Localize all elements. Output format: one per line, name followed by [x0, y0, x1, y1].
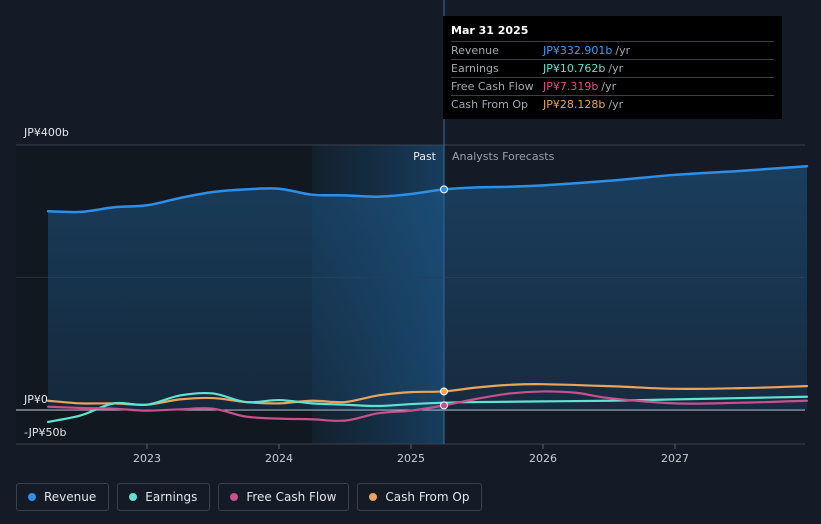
- legend-item-revenue[interactable]: Revenue: [16, 483, 110, 511]
- free-cash-flow-line: [46, 390, 809, 422]
- x-tick-label: 2025: [397, 452, 425, 465]
- legend-dot-icon: [129, 493, 138, 501]
- x-tick-label: 2023: [133, 452, 161, 465]
- tooltip-row-free-cash-flow: Free Cash Flow JP¥7.319b /yr: [451, 77, 774, 95]
- y-tick-label: JP¥400b: [23, 126, 69, 139]
- forecast-label: Analysts Forecasts: [452, 150, 555, 163]
- tooltip-value: JP¥332.901b: [543, 44, 613, 57]
- tooltip-value: JP¥28.128b: [543, 98, 606, 111]
- x-tick-label: 2024: [265, 452, 293, 465]
- tooltip-date: Mar 31 2025: [451, 24, 529, 37]
- tooltip-row-cash-from-op: Cash From Op JP¥28.128b /yr: [451, 95, 774, 113]
- revenue-line: [46, 164, 809, 214]
- x-tick-label: 2026: [529, 452, 557, 465]
- tooltip-unit: /yr: [608, 98, 624, 111]
- tooltip-value: JP¥7.319b: [543, 80, 599, 93]
- legend-label: Free Cash Flow: [246, 490, 337, 504]
- cash-from-op-marker: [440, 387, 448, 396]
- legend-label: Earnings: [145, 490, 198, 504]
- free-cash-flow-marker: [440, 401, 448, 410]
- y-tick-label: JP¥0: [23, 393, 48, 406]
- legend-dot-icon: [369, 493, 378, 501]
- tooltip-unit: /yr: [601, 80, 617, 93]
- tooltip-label: Cash From Op: [451, 98, 529, 111]
- legend-dot-icon: [230, 493, 239, 501]
- legend-item-cash-from-op[interactable]: Cash From Op: [357, 483, 483, 511]
- legend-label: Revenue: [44, 490, 97, 504]
- tooltip-row-earnings: Earnings JP¥10.762b /yr: [451, 59, 774, 77]
- revenue-marker: [440, 185, 448, 194]
- past-label: Past: [413, 150, 437, 163]
- y-tick-label: -JP¥50b: [24, 426, 66, 439]
- earnings-line: [46, 391, 809, 424]
- tooltip-row-revenue: Revenue JP¥332.901b /yr: [451, 41, 774, 59]
- tooltip-value: JP¥10.762b: [543, 62, 606, 75]
- tooltip-label: Earnings: [451, 62, 499, 75]
- tooltip-label: Revenue: [451, 44, 499, 57]
- legend-dot-icon: [28, 493, 36, 501]
- legend: Revenue Earnings Free Cash Flow Cash Fro…: [16, 483, 483, 511]
- legend-item-free-cash-flow[interactable]: Free Cash Flow: [218, 483, 350, 511]
- legend-item-earnings[interactable]: Earnings: [117, 483, 211, 511]
- tooltip-unit: /yr: [608, 62, 624, 75]
- revenue-area: [48, 166, 807, 410]
- tooltip-label: Free Cash Flow: [451, 80, 534, 93]
- legend-label: Cash From Op: [385, 490, 470, 504]
- tooltip-panel: Mar 31 2025 Revenue JP¥332.901b /yr Earn…: [443, 16, 782, 119]
- x-tick-label: 2027: [661, 452, 689, 465]
- tooltip-unit: /yr: [615, 44, 631, 57]
